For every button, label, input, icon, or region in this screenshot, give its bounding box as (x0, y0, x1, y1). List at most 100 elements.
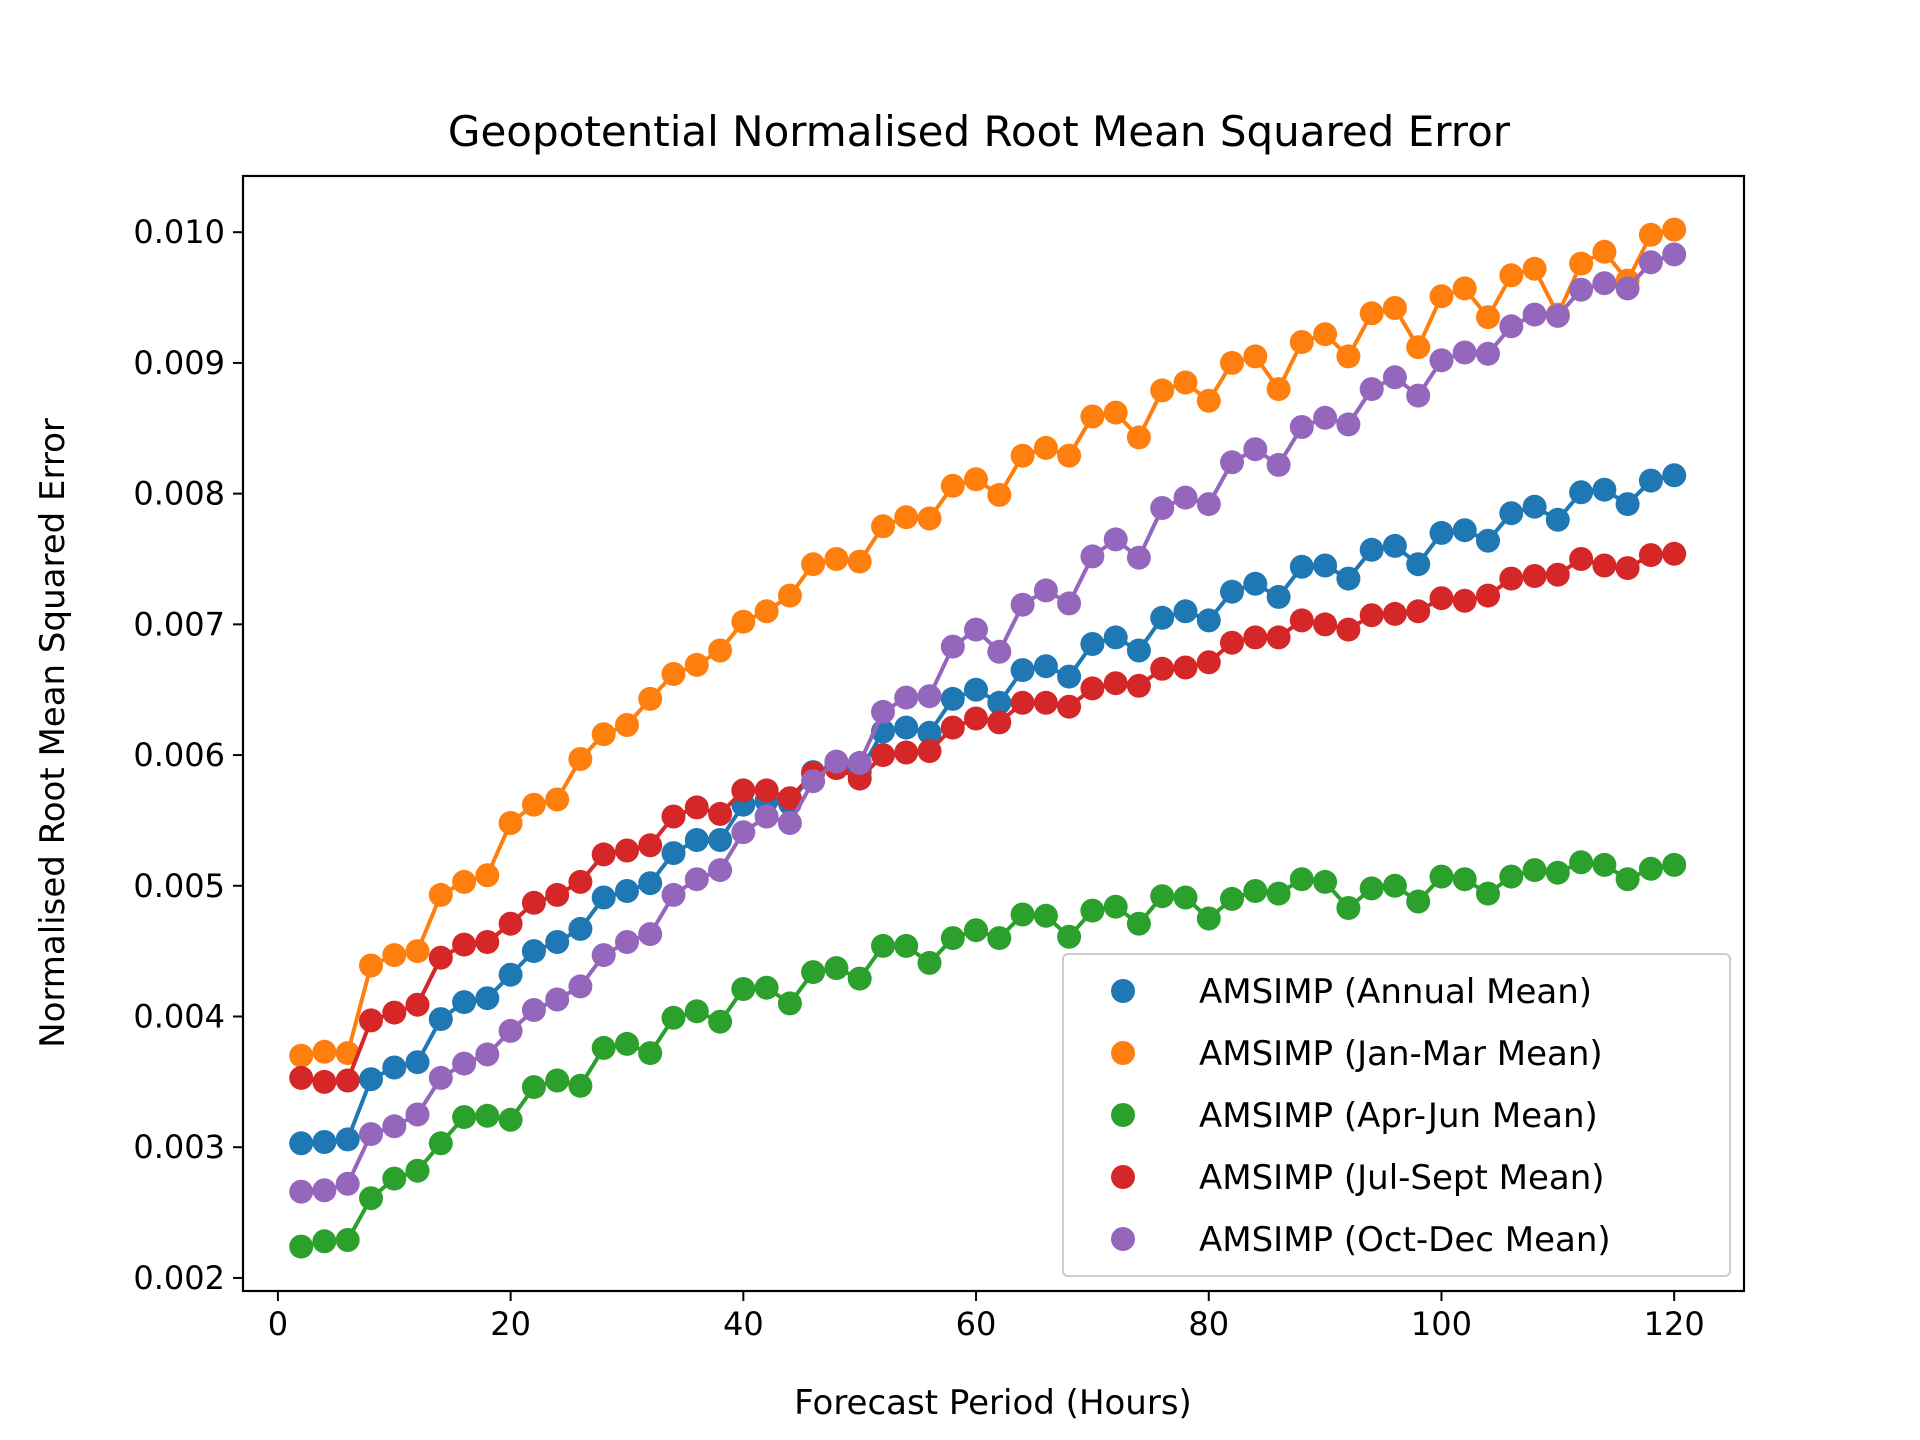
data-point (1638, 468, 1663, 493)
x-axis-label: Forecast Period (Hours) (794, 1383, 1192, 1423)
legend-marker (1111, 979, 1135, 1003)
data-point (452, 990, 477, 1015)
data-point (335, 1171, 360, 1196)
data-point (1033, 654, 1058, 679)
data-point (1638, 543, 1663, 568)
data-point (1592, 271, 1617, 296)
data-point (452, 932, 477, 957)
data-point (1103, 894, 1128, 919)
data-point (1057, 443, 1082, 468)
data-point (1429, 348, 1454, 373)
data-point (1220, 630, 1244, 655)
data-point (987, 639, 1012, 664)
data-point (1336, 896, 1361, 920)
data-point (638, 686, 663, 711)
data-point (964, 677, 988, 702)
data-point (1103, 625, 1128, 650)
data-point (1452, 340, 1477, 365)
data-point (568, 869, 593, 894)
data-point (289, 1179, 314, 1204)
legend-marker (1111, 1041, 1135, 1065)
data-point (1662, 242, 1687, 267)
data-point (754, 599, 779, 624)
data-point (1313, 322, 1338, 347)
data-point (1289, 330, 1314, 354)
data-point (1080, 544, 1105, 569)
data-point (615, 930, 639, 954)
data-point (871, 514, 895, 539)
data-point (777, 786, 802, 811)
data-point (1243, 437, 1268, 462)
data-point (382, 1055, 407, 1080)
data-point (684, 999, 709, 1024)
data-point (452, 1105, 477, 1130)
data-point (917, 506, 942, 531)
data-point (475, 1042, 500, 1067)
x-tick-label: 20 (490, 1305, 531, 1343)
data-point (824, 749, 849, 774)
data-point (1545, 562, 1570, 587)
data-point (1313, 405, 1338, 430)
y-tick-label: 0.005 (133, 867, 225, 905)
data-point (359, 1122, 383, 1147)
data-point (731, 778, 756, 803)
data-point (405, 1050, 430, 1075)
y-tick-label: 0.006 (133, 736, 225, 774)
data-point (917, 720, 942, 745)
data-point (1499, 501, 1524, 526)
data-point (1010, 902, 1035, 927)
data-point (568, 747, 593, 771)
data-point (894, 740, 919, 765)
data-point (335, 1068, 360, 1093)
data-point (475, 1103, 500, 1128)
data-point (1313, 612, 1338, 637)
series-4 (289, 242, 1687, 1204)
data-point (987, 690, 1012, 715)
data-point (1662, 852, 1687, 877)
data-point (754, 804, 779, 829)
data-point (847, 750, 872, 775)
data-point (1452, 867, 1477, 892)
data-point (731, 977, 756, 1001)
data-point (382, 1166, 407, 1191)
x-tick-label: 60 (956, 1305, 997, 1343)
data-point (1010, 690, 1035, 715)
data-point (405, 1102, 430, 1127)
data-point (894, 505, 919, 530)
data-point (1033, 435, 1058, 460)
data-point (661, 804, 686, 829)
data-point (312, 1039, 337, 1064)
data-point (847, 549, 872, 574)
data-point (917, 684, 942, 709)
data-point (1522, 858, 1547, 883)
y-tick-label: 0.003 (133, 1128, 225, 1166)
data-point (1662, 217, 1687, 242)
data-point (638, 871, 663, 896)
data-point (1057, 694, 1082, 719)
data-point (521, 792, 546, 817)
data-point (1406, 889, 1431, 914)
data-point (1359, 301, 1384, 326)
data-point (1429, 586, 1454, 611)
data-point (1289, 554, 1314, 579)
data-point (335, 1228, 360, 1252)
data-point (1033, 578, 1058, 603)
data-point (1173, 885, 1198, 910)
data-point (801, 960, 826, 985)
data-point (1243, 344, 1268, 369)
data-point (1359, 377, 1384, 402)
data-point (359, 1186, 383, 1211)
legend-label: AMSIMP (Jan-Mar Mean) (1199, 1034, 1603, 1074)
data-point (917, 950, 942, 975)
data-point (289, 1234, 314, 1259)
data-point (1057, 591, 1082, 616)
data-point (1499, 566, 1524, 591)
data-point (1150, 884, 1175, 909)
data-point (498, 1107, 523, 1132)
data-point (1196, 492, 1221, 517)
data-point (847, 966, 872, 991)
data-point (475, 986, 500, 1011)
data-point (521, 890, 546, 915)
data-point (684, 652, 709, 677)
data-point (545, 987, 570, 1012)
